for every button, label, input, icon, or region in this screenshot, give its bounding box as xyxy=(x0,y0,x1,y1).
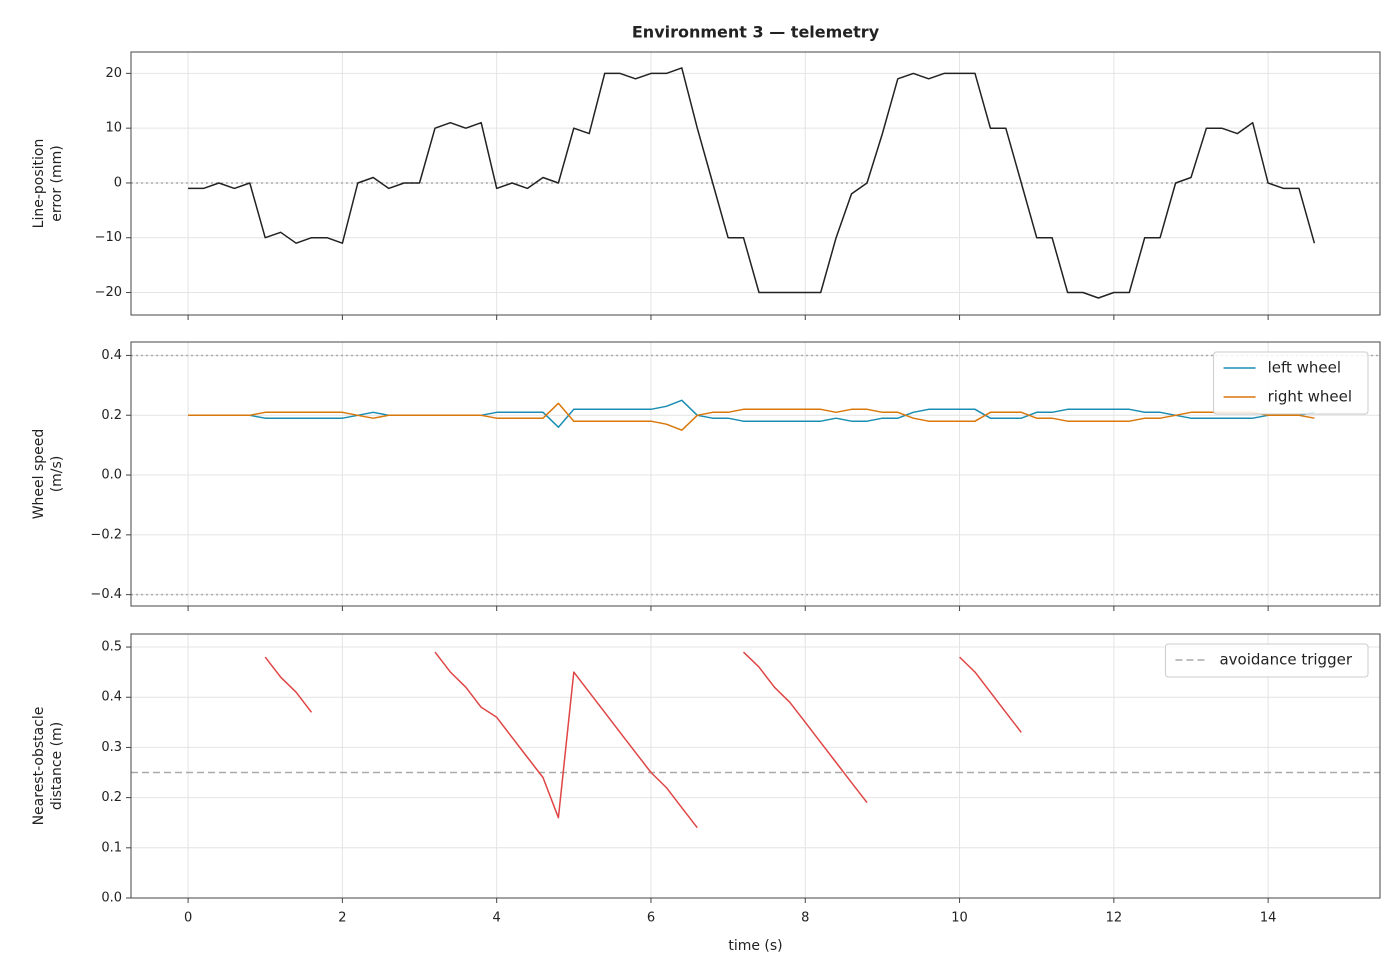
y-tick-label: 0.3 xyxy=(101,740,122,755)
y-tick-label: 0.2 xyxy=(101,790,122,805)
plot-frame xyxy=(130,633,1381,899)
series-line xyxy=(188,399,1315,428)
series-line xyxy=(188,67,1316,299)
legend-label: right wheel xyxy=(1268,388,1352,406)
series-line xyxy=(188,402,1315,431)
y-axis-label: error (mm) xyxy=(49,145,65,222)
y-tick-label: 0.0 xyxy=(101,468,122,483)
x-tick-label: 14 xyxy=(1260,911,1277,926)
x-tick-label: 8 xyxy=(801,911,809,926)
series-line xyxy=(264,651,1022,829)
x-tick-label: 12 xyxy=(1106,911,1123,926)
y-axis-label: Wheel speed xyxy=(31,429,47,520)
y-tick-label: 10 xyxy=(105,121,122,136)
y-tick-label: −10 xyxy=(95,230,122,245)
y-axis-label: (m/s) xyxy=(49,456,65,493)
x-tick-label: 2 xyxy=(338,911,346,926)
legend-label: avoidance trigger xyxy=(1219,651,1352,669)
plot-frame xyxy=(130,51,1381,316)
y-tick-label: 20 xyxy=(105,66,122,81)
x-tick-label: 4 xyxy=(493,911,501,926)
x-tick-label: 6 xyxy=(647,911,655,926)
legend: left wheel right wheel xyxy=(1213,351,1369,415)
y-tick-label: −20 xyxy=(95,285,122,300)
legend: avoidance trigger xyxy=(1164,643,1369,678)
x-tick-label: 0 xyxy=(184,911,192,926)
y-tick-label: 0.4 xyxy=(101,348,122,363)
y-tick-label: −0.2 xyxy=(90,527,122,542)
legend-label: left wheel xyxy=(1268,359,1341,377)
chart-title: Environment 3 — telemetry xyxy=(632,23,880,42)
y-axis-label: distance (m) xyxy=(49,722,65,810)
y-tick-label: 0 xyxy=(114,175,122,190)
y-tick-label: −0.4 xyxy=(90,587,122,602)
y-tick-label: 0.1 xyxy=(101,840,122,855)
y-tick-label: 0.0 xyxy=(101,891,122,906)
plot-frame xyxy=(130,341,1381,607)
y-tick-label: 0.2 xyxy=(101,408,122,423)
y-axis-label: Nearest-obstacle xyxy=(31,707,47,826)
y-axis-label: Line-position xyxy=(31,139,47,229)
y-tick-label: 0.5 xyxy=(101,640,122,655)
y-tick-label: 0.4 xyxy=(101,690,122,705)
x-axis-label: time (s) xyxy=(728,938,782,954)
legend-box xyxy=(1164,643,1369,678)
x-tick-label: 10 xyxy=(951,911,968,926)
